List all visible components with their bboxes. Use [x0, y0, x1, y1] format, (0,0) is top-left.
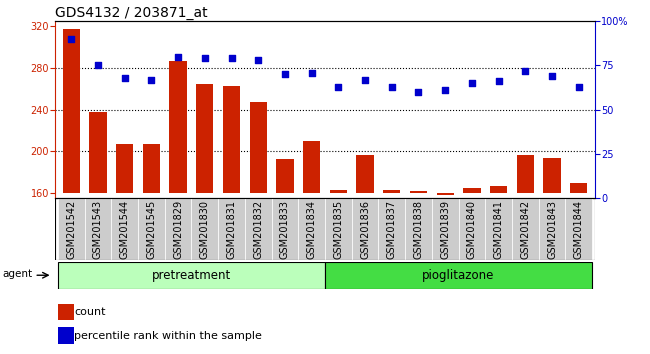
- Text: GSM201543: GSM201543: [93, 200, 103, 259]
- Text: pretreatment: pretreatment: [152, 269, 231, 282]
- Bar: [303, 141, 320, 193]
- Point: [146, 77, 157, 82]
- Bar: [196, 84, 213, 193]
- Text: GSM201841: GSM201841: [493, 200, 504, 259]
- Text: GSM201843: GSM201843: [547, 200, 557, 259]
- Point: [573, 84, 584, 90]
- Bar: [458, 198, 486, 260]
- Bar: [58, 327, 74, 344]
- Text: pioglitazone: pioglitazone: [422, 269, 495, 282]
- Point: [387, 84, 397, 90]
- Bar: [378, 198, 405, 260]
- Text: GSM201842: GSM201842: [520, 200, 530, 259]
- Text: GSM201844: GSM201844: [574, 200, 584, 259]
- Bar: [84, 198, 111, 260]
- Point: [493, 79, 504, 84]
- Bar: [539, 198, 566, 260]
- Point: [173, 54, 183, 59]
- Bar: [330, 190, 347, 193]
- Bar: [62, 29, 80, 193]
- Text: GSM201836: GSM201836: [360, 200, 370, 259]
- Bar: [223, 86, 240, 193]
- Bar: [272, 198, 298, 260]
- Bar: [432, 198, 458, 260]
- Text: GDS4132 / 203871_at: GDS4132 / 203871_at: [55, 6, 208, 20]
- Text: GSM201837: GSM201837: [387, 200, 396, 259]
- Bar: [58, 304, 74, 320]
- Point: [467, 80, 477, 86]
- Bar: [543, 158, 561, 193]
- Bar: [164, 198, 192, 260]
- Point: [520, 68, 530, 74]
- Text: GSM201835: GSM201835: [333, 200, 343, 259]
- Bar: [383, 190, 400, 193]
- Point: [120, 75, 130, 81]
- Text: GSM201838: GSM201838: [413, 200, 424, 259]
- Bar: [143, 144, 160, 193]
- Text: GSM201831: GSM201831: [226, 200, 237, 259]
- Point: [93, 63, 103, 68]
- Bar: [352, 198, 378, 260]
- Bar: [276, 159, 294, 193]
- Bar: [405, 198, 432, 260]
- Bar: [517, 154, 534, 193]
- Point: [280, 72, 290, 77]
- Text: GSM201542: GSM201542: [66, 200, 76, 259]
- Bar: [566, 198, 592, 260]
- Bar: [250, 102, 267, 193]
- Point: [547, 73, 557, 79]
- Point: [253, 57, 263, 63]
- Point: [333, 84, 344, 90]
- Bar: [192, 198, 218, 260]
- Text: GSM201829: GSM201829: [173, 200, 183, 259]
- Bar: [512, 198, 539, 260]
- Text: GSM201839: GSM201839: [440, 200, 450, 259]
- Bar: [356, 154, 374, 193]
- Bar: [437, 193, 454, 195]
- Point: [200, 56, 210, 61]
- Text: GSM201545: GSM201545: [146, 200, 157, 259]
- Bar: [298, 198, 325, 260]
- Text: GSM201840: GSM201840: [467, 200, 477, 259]
- Bar: [116, 144, 133, 193]
- Point: [440, 87, 450, 93]
- Text: GSM201544: GSM201544: [120, 200, 130, 259]
- Bar: [245, 198, 272, 260]
- Bar: [58, 198, 84, 260]
- Bar: [490, 186, 507, 193]
- Bar: [325, 262, 592, 289]
- Bar: [138, 198, 164, 260]
- Bar: [463, 188, 480, 193]
- Bar: [218, 198, 245, 260]
- Bar: [570, 183, 588, 193]
- Bar: [325, 198, 352, 260]
- Text: GSM201833: GSM201833: [280, 200, 290, 259]
- Point: [360, 77, 370, 82]
- Bar: [111, 198, 138, 260]
- Text: GSM201830: GSM201830: [200, 200, 210, 259]
- Point: [226, 56, 237, 61]
- Text: GSM201834: GSM201834: [307, 200, 317, 259]
- Text: count: count: [74, 307, 106, 317]
- Point: [306, 70, 317, 75]
- Text: percentile rank within the sample: percentile rank within the sample: [74, 331, 262, 341]
- Bar: [58, 262, 325, 289]
- Bar: [486, 198, 512, 260]
- Bar: [410, 191, 427, 193]
- Point: [413, 89, 424, 95]
- Text: GSM201832: GSM201832: [254, 200, 263, 259]
- Point: [66, 36, 77, 42]
- Bar: [170, 61, 187, 193]
- Text: agent: agent: [3, 269, 33, 279]
- Bar: [89, 112, 107, 193]
